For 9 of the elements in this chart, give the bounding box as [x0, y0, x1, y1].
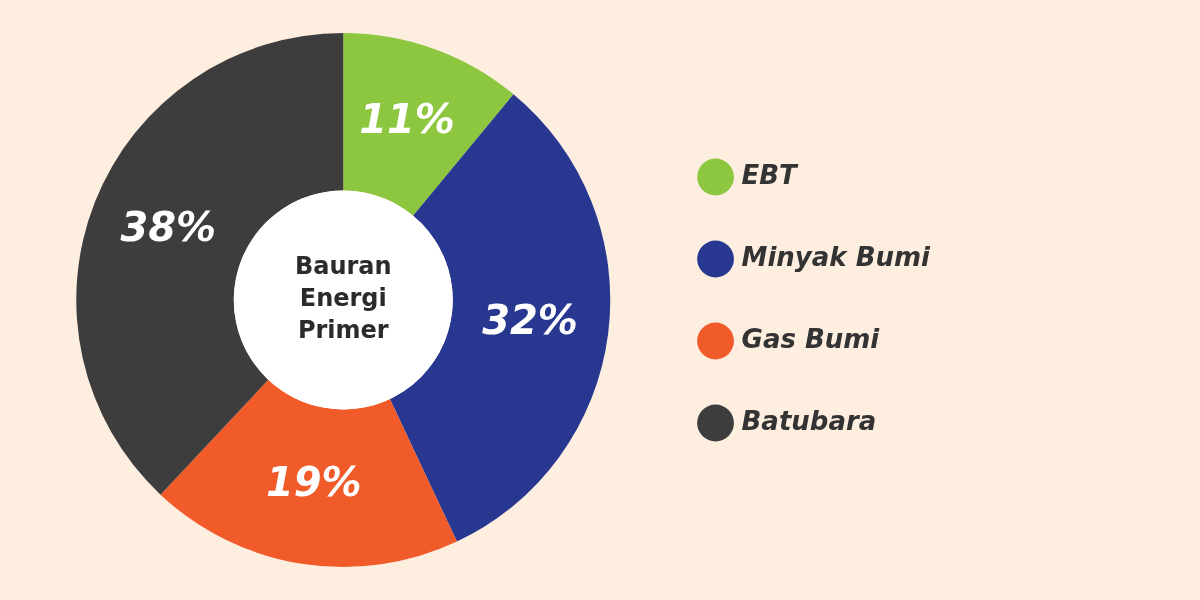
data-label: 38%	[120, 204, 217, 251]
legend-label: EBT	[741, 159, 800, 190]
data-label: 32%	[482, 296, 578, 343]
data-label: 19%	[265, 459, 362, 506]
legend-label: Minyak Bumi	[741, 241, 932, 272]
legend-label: Gas Bumi	[741, 323, 881, 354]
legend-label: Batubara	[741, 405, 877, 436]
data-label: 11%	[359, 96, 455, 143]
text: Bauran Energi Primer	[294, 252, 392, 345]
